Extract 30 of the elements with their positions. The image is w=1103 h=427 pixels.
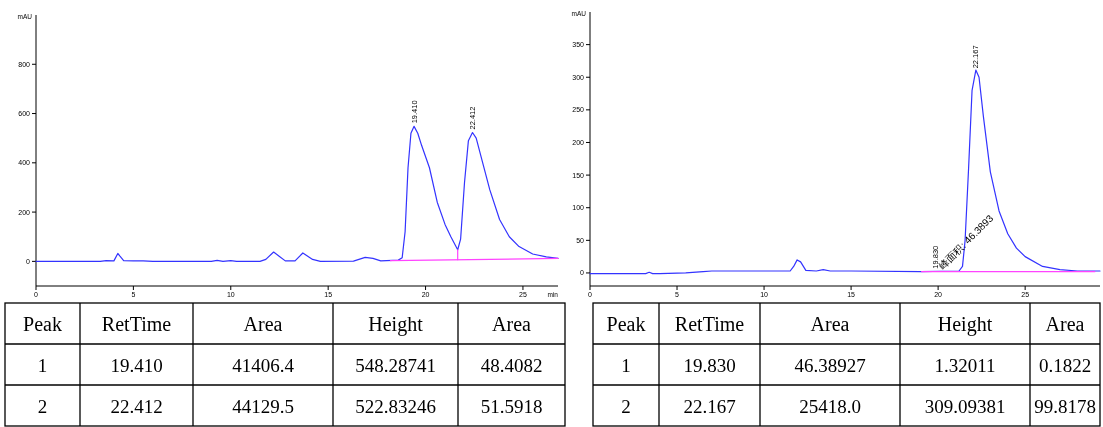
data-label: 2 [621,395,631,417]
category-label: RetTime [674,312,745,335]
data-label: 548.28741 [355,354,436,376]
category-label: Area [810,312,850,335]
data-label: 522.83246 [355,395,436,417]
data-label: 1 [621,354,631,376]
category-label: Area [243,312,283,335]
data-label: 22.167 [683,395,736,417]
data-label: 46.38927 [794,354,866,376]
category-label: RetTime [101,312,172,335]
data-label: 51.5918 [480,395,543,417]
category-label: Peak [23,312,62,335]
data-label: 25418.0 [799,395,861,417]
data-label: 41406.4 [232,354,295,376]
data-label: 22.412 [110,395,163,417]
data-label: 99.8178 [1034,395,1096,417]
data-label: 1 [37,354,48,376]
category-label: Peak [606,312,646,335]
data-label: 44129.5 [232,395,294,417]
category-label: Height [368,312,424,336]
data-label: 309.09381 [924,395,1006,417]
data-label: 19.410 [110,354,163,376]
data-label: 0.1822 [1038,354,1092,376]
category-label: Height [937,312,993,336]
category-label: Area [1045,312,1085,335]
data-label: 2 [37,395,48,417]
category-label: Area [492,312,532,335]
data-label: 48.4082 [480,354,543,376]
data-label: 19.830 [683,354,736,376]
data-label: 1.32011 [934,354,996,376]
